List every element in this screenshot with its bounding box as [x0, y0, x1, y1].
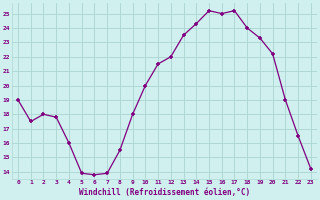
X-axis label: Windchill (Refroidissement éolien,°C): Windchill (Refroidissement éolien,°C)	[79, 188, 250, 197]
